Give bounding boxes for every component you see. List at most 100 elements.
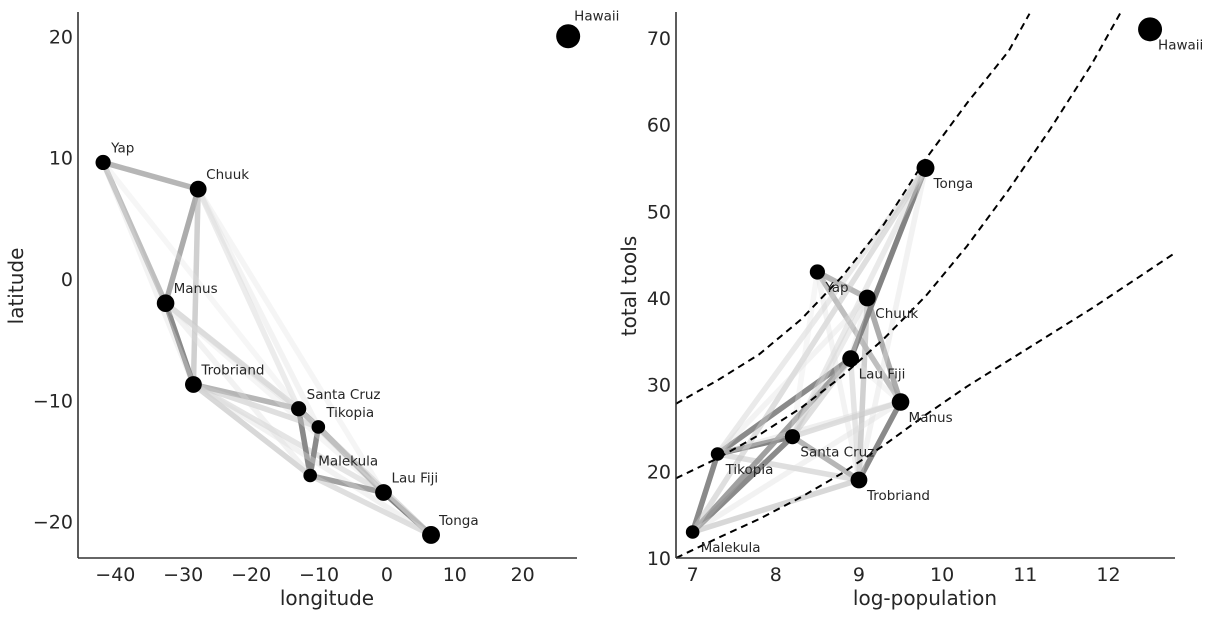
edge-chuuk-trobriand [190, 186, 201, 388]
curve-lower-interval [675, 252, 1176, 559]
point-tikopia [311, 420, 326, 434]
edge-tikopia-malekula [689, 451, 721, 535]
edges-layer [100, 159, 434, 538]
x-tick-label: 12 [1096, 564, 1120, 586]
y-tick-label: 30 [647, 375, 671, 397]
y-axis-label: latitude [4, 248, 28, 325]
x-tick-label: −30 [163, 564, 203, 586]
y-tick-label: 60 [647, 115, 671, 137]
x-tick-label: 10 [930, 564, 954, 586]
point-hawaii [1138, 17, 1163, 42]
point-tonga [916, 159, 935, 177]
point-lau-fiji [842, 350, 860, 368]
points-layer: Malekula Tikopia Santa Cruz Yap Lau Fiji Trob… [95, 8, 619, 544]
edge-trobriand-santa-cruz [789, 433, 862, 483]
x-tick-label: 0 [381, 564, 393, 586]
point-malekula [685, 525, 700, 539]
point-label-yap: Yap [824, 280, 848, 296]
point-tonga [422, 525, 440, 544]
point-label-yap: Yap [110, 140, 134, 156]
y-tick-label: 70 [647, 28, 671, 50]
edge-lau-fiji-tonga [847, 165, 929, 362]
edge-chuuk-tikopia [195, 186, 322, 430]
edge-chuuk-santa-cruz [195, 186, 302, 412]
edge-santa-cruz-malekula [295, 406, 313, 479]
edge-trobriand-tikopia [190, 381, 322, 430]
edge-manus-lau-fiji [162, 300, 387, 496]
edge-yap-santa-cruz [789, 269, 821, 440]
point-tikopia [710, 447, 725, 461]
point-chuuk [858, 289, 876, 307]
edge-tikopia-malekula [307, 424, 322, 479]
point-santa-cruz [291, 401, 307, 417]
edge-yap-chuuk [814, 269, 871, 301]
y-tick-label: 50 [647, 201, 671, 223]
point-label-chuuk: Chuuk [206, 167, 249, 183]
point-yap [809, 264, 825, 280]
y-tick-label: −10 [33, 390, 73, 412]
point-label-tonga: Tonga [933, 176, 974, 192]
curve-upper-interval [675, 13, 1031, 405]
point-label-malekula: Malekula [701, 540, 761, 556]
y-tick-labels: 10 20 30 40 50 60 70 [647, 28, 671, 570]
point-trobriand [850, 471, 868, 489]
edge-lau-fiji-tonga [380, 489, 434, 538]
x-tick-label: 7 [687, 564, 699, 586]
edge-malekula-lau-fiji [307, 472, 387, 496]
point-label-hawaii: Hawaii [574, 8, 619, 24]
x-tick-label: 10 [443, 564, 467, 586]
edge-trobriand-malekula [689, 477, 862, 535]
x-axis-label: longitude [280, 586, 374, 610]
y-tick-label: 20 [647, 461, 671, 483]
edge-chuuk-lau-fiji [195, 186, 387, 496]
x-axis-label: log-population [853, 586, 997, 610]
point-label-tonga: Tonga [438, 513, 479, 529]
x-tick-label: 8 [770, 564, 782, 586]
point-label-trobriand: Trobriand [200, 362, 264, 378]
edge-malekula-lau-fiji [689, 355, 854, 535]
edge-santa-cruz-lau-fiji [295, 406, 387, 496]
edge-chuuk-lau-fiji [847, 295, 871, 362]
population-panel: Malekula Tikopia Santa Cruz Yap Lau Fiji Trob… [617, 11, 1203, 610]
edge-chuuk-manus [864, 295, 904, 405]
edge-chuuk-manus [162, 186, 201, 306]
edge-manus-trobriand [856, 399, 904, 483]
edge-trobriand-tonga [856, 165, 929, 483]
point-santa-cruz [784, 429, 801, 445]
edge-manus-santa-cruz [789, 399, 904, 440]
x-tick-label: 11 [1013, 564, 1037, 586]
point-label-trobriand: Trobriand [866, 488, 930, 504]
edges-layer [689, 165, 929, 535]
x-tick-labels: 7 8 9 10 11 12 [687, 564, 1121, 586]
point-hawaii [556, 24, 581, 49]
point-trobriand [185, 376, 202, 393]
y-tick-label: 20 [49, 26, 73, 48]
point-label-tikopia: Tikopia [725, 462, 774, 478]
point-label-manus: Manus [174, 281, 218, 297]
edge-chuuk-tikopia [714, 295, 871, 457]
point-chuuk [189, 180, 207, 198]
edge-trobriand-tonga [190, 381, 434, 538]
y-tick-labels: −20 −10 0 10 20 [33, 26, 73, 533]
y-tick-label: 0 [61, 269, 73, 291]
edge-chuuk-santa-cruz [789, 295, 871, 440]
point-malekula [303, 468, 317, 483]
edge-manus-trobriand [162, 300, 197, 388]
edge-manus-tikopia [714, 399, 904, 457]
edge-tikopia-lau-fiji [714, 355, 854, 457]
edge-tikopia-tonga [714, 165, 929, 457]
point-label-santa-cruz: Santa Cruz [800, 445, 874, 461]
point-label-hawaii: Hawaii [1158, 37, 1203, 53]
points-layer: Malekula Tikopia Santa Cruz Yap Lau Fiji Trob… [685, 17, 1203, 556]
point-label-tikopia: Tikopia [325, 405, 374, 421]
x-tick-labels: −40 −30 −20 −10 0 10 20 [95, 564, 534, 586]
edge-trobriand-lau-fiji [190, 381, 387, 496]
x-tick-label: 9 [853, 564, 865, 586]
point-manus [891, 393, 910, 411]
edge-santa-cruz-lau-fiji [789, 355, 854, 440]
edge-yap-chuuk [100, 159, 201, 192]
point-label-malekula: Malekula [318, 453, 378, 469]
y-tick-label: 10 [647, 548, 671, 570]
y-axis-label: total tools [617, 236, 641, 336]
geographic-panel: Malekula Tikopia Santa Cruz Yap Lau Fiji Trob… [4, 8, 619, 610]
